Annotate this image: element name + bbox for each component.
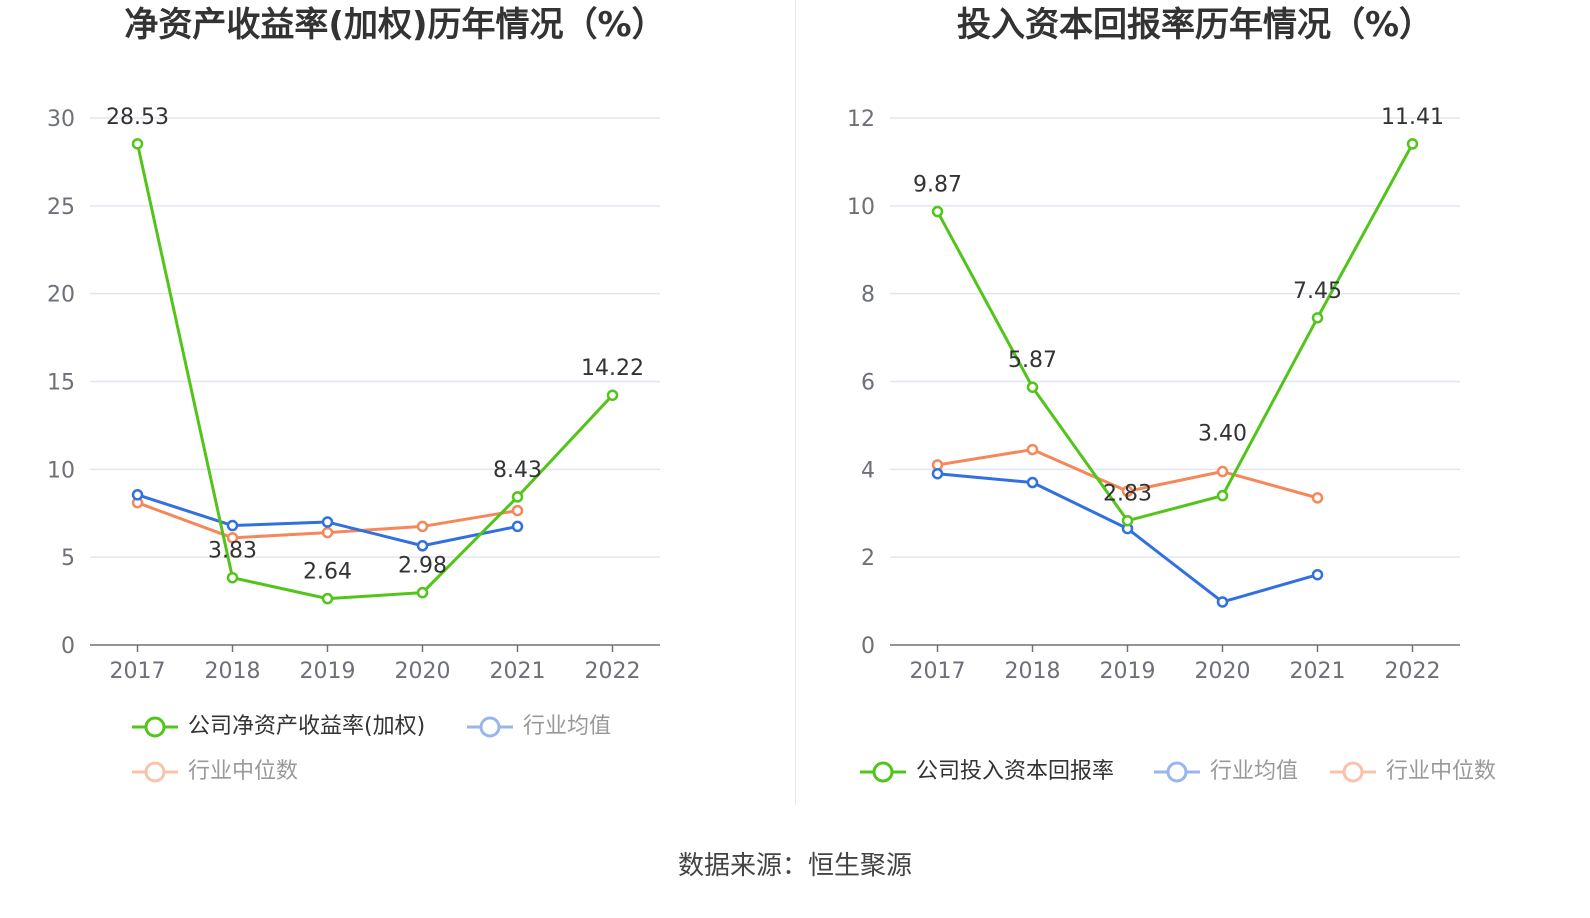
legend-label: 公司投入资本回报率 — [916, 759, 1115, 784]
data-label: 3.83 — [208, 539, 257, 564]
mean-series-point[interactable] — [416, 539, 429, 552]
roe-line-chart: 0 5 10 15 20 25 30 2017 2018 2019 2020 2021 2022 28.5… — [47, 105, 660, 684]
y-tick-label: 10 — [847, 195, 875, 220]
y-tick-label: 0 — [861, 634, 875, 659]
legend-label: 公司净资产收益率(加权) — [188, 714, 426, 739]
chart-title: 净资产收益率(加权)历年情况（%） — [124, 5, 666, 45]
x-tick-label: 2021 — [1290, 659, 1346, 684]
legend-label: 行业均值 — [523, 714, 612, 739]
x-tick-label: 2017 — [910, 659, 966, 684]
company-series-point[interactable] — [226, 571, 239, 584]
x-tick-label: 2022 — [1385, 659, 1441, 684]
y-tick-label: 8 — [861, 283, 875, 308]
company-series-point[interactable] — [321, 592, 334, 605]
data-label: 3.40 — [1198, 422, 1247, 447]
mean-series-point[interactable] — [1311, 568, 1324, 581]
company-series-point[interactable] — [606, 389, 619, 401]
legend-line-circle-icon — [1330, 761, 1376, 783]
median-series-point[interactable] — [1216, 465, 1229, 478]
company-series-line — [136, 143, 614, 601]
company-series-point[interactable] — [1406, 138, 1419, 150]
company-series-point[interactable] — [931, 205, 944, 218]
x-tick-label: 2020 — [1195, 659, 1251, 684]
legend-line-circle-icon — [467, 716, 513, 738]
data-label: 9.87 — [913, 173, 962, 198]
data-label: 2.64 — [303, 560, 352, 585]
median-series-point[interactable] — [321, 526, 334, 539]
mean-series-point[interactable] — [321, 516, 334, 528]
y-tick-label: 2 — [861, 546, 875, 571]
legend-label: 行业中位数 — [1386, 759, 1497, 784]
y-tick-label: 0 — [61, 634, 75, 659]
data-label: 5.87 — [1008, 348, 1057, 373]
company-series-point[interactable] — [511, 491, 524, 503]
y-tick-label: 4 — [861, 458, 875, 483]
mean-series-point[interactable] — [131, 489, 144, 501]
x-tick-label: 2018 — [205, 659, 261, 684]
legend-line-circle-icon — [1154, 761, 1200, 783]
mean-series-point[interactable] — [1026, 476, 1039, 489]
median-series-point[interactable] — [416, 520, 429, 533]
chart-title: 投入资本回报率历年情况（%） — [956, 5, 1434, 45]
x-tick-label: 2018 — [1005, 659, 1061, 684]
x-tick-label: 2020 — [395, 659, 451, 684]
mean-series-point[interactable] — [226, 519, 239, 532]
x-tick-label: 2017 — [110, 659, 166, 684]
company-series-point[interactable] — [1216, 489, 1229, 502]
data-label: 7.45 — [1293, 279, 1342, 304]
company-series-point[interactable] — [1311, 312, 1324, 324]
mean-series-point[interactable] — [511, 520, 524, 533]
y-tick-label: 25 — [47, 195, 75, 220]
y-tick-label: 30 — [47, 107, 75, 132]
roe-chart-panel: 净资产收益率(加权)历年情况（%） 0 5 10 15 20 25 30 2017 2018 20… — [0, 0, 790, 830]
median-series-point[interactable] — [226, 532, 239, 544]
x-tick-label: 2019 — [1100, 659, 1156, 684]
legend-line-circle-icon — [860, 761, 906, 783]
median-series-point[interactable] — [1026, 443, 1039, 456]
median-series-point[interactable] — [511, 504, 524, 517]
company-series-point[interactable] — [1121, 514, 1134, 527]
data-label: 2.83 — [1103, 482, 1152, 507]
company-series-point[interactable] — [131, 138, 144, 150]
y-tick-label: 5 — [61, 546, 75, 571]
legend-label: 行业中位数 — [188, 759, 299, 784]
x-tick-label: 2021 — [490, 659, 546, 684]
data-label: 8.43 — [493, 458, 542, 483]
legend-line-circle-icon — [132, 761, 178, 783]
data-source-note: 数据来源：恒生聚源 — [677, 851, 912, 881]
roic-line-chart: 0 2 4 6 8 10 12 2017 2018 2019 2020 2021 2022 9.87 5.8… — [847, 105, 1460, 684]
y-tick-label: 10 — [47, 458, 75, 483]
mean-series-point[interactable] — [1216, 596, 1229, 608]
company-series-point[interactable] — [416, 586, 429, 599]
x-tick-label: 2022 — [585, 659, 641, 684]
company-series-point[interactable] — [1026, 381, 1039, 393]
panel-divider — [795, 0, 796, 805]
y-tick-label: 20 — [47, 283, 75, 308]
data-label: 28.53 — [106, 105, 169, 130]
x-tick-label: 2019 — [300, 659, 356, 684]
legend-label: 行业均值 — [1210, 759, 1299, 784]
company-series-line — [936, 143, 1414, 523]
roic-chart-panel: 投入资本回报率历年情况（%） 0 2 4 6 8 10 12 2017 2018 2019 2020… — [800, 0, 1590, 830]
median-series-point[interactable] — [1311, 492, 1324, 504]
y-tick-label: 15 — [47, 371, 75, 396]
data-label: 14.22 — [581, 356, 644, 381]
data-label: 2.98 — [398, 554, 447, 579]
legend-line-circle-icon — [132, 716, 178, 738]
y-tick-label: 6 — [861, 371, 875, 396]
y-tick-label: 12 — [847, 107, 875, 132]
data-label: 11.41 — [1381, 105, 1444, 130]
median-series-point[interactable] — [1121, 485, 1134, 498]
mean-series-point[interactable] — [931, 467, 944, 480]
